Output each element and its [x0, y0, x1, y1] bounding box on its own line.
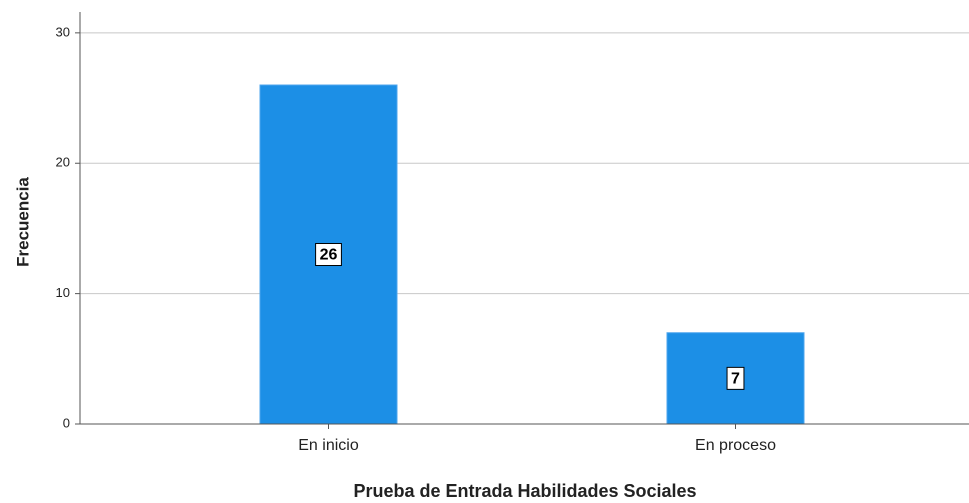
data-label: 26 — [320, 247, 338, 264]
x-tick-label: En inicio — [298, 437, 359, 454]
data-label: 7 — [731, 371, 740, 388]
y-tick-label: 10 — [56, 285, 70, 300]
data-label-box — [315, 243, 342, 267]
x-tick-label: En proceso — [695, 437, 776, 454]
y-tick-label: 0 — [63, 415, 70, 430]
bar — [259, 84, 398, 425]
data-label-box — [726, 366, 745, 390]
y-tick-label: 30 — [56, 24, 70, 39]
x-axis-title: Prueba de Entrada Habilidades Sociales — [353, 481, 696, 501]
y-tick-label: 20 — [56, 155, 70, 170]
y-axis-title: Frecuencia — [13, 177, 32, 267]
